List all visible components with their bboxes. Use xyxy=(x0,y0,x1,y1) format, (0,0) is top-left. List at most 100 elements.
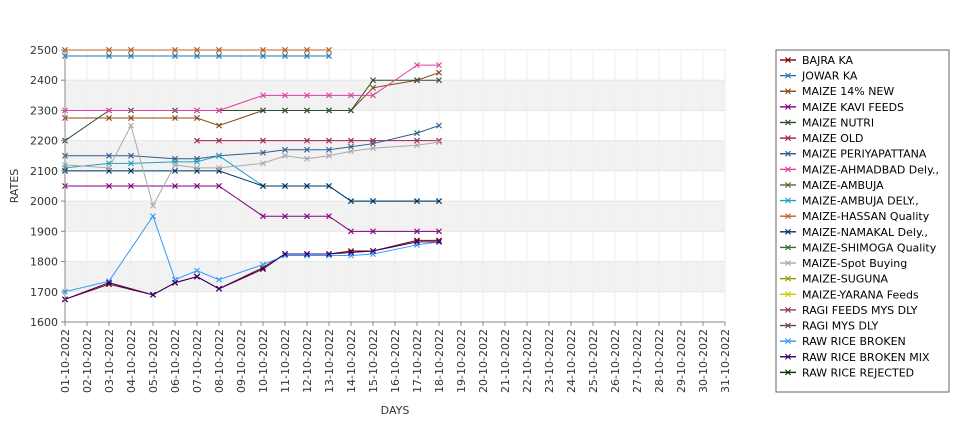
data-point xyxy=(436,69,442,76)
y-tick-label: 2400 xyxy=(30,74,58,87)
x-tick-label: 11-10-2022 xyxy=(279,329,292,393)
legend-entry: MAIZE-Spot Buying xyxy=(780,257,907,270)
legend-swatch-marker xyxy=(785,181,791,188)
data-point xyxy=(326,152,332,159)
data-point xyxy=(194,115,200,121)
data-point xyxy=(348,148,354,155)
data-point xyxy=(414,228,420,235)
data-point xyxy=(216,107,222,114)
data-point xyxy=(326,213,332,220)
data-point xyxy=(436,228,442,235)
data-point xyxy=(414,238,420,245)
data-point xyxy=(106,279,112,286)
data-point xyxy=(128,183,134,189)
data-point xyxy=(414,130,420,137)
data-point xyxy=(370,140,376,147)
grid-lines xyxy=(64,49,726,323)
legend-swatch-marker xyxy=(785,72,791,79)
data-point xyxy=(304,213,310,220)
legend-swatch-marker xyxy=(785,369,791,376)
legend-swatch-marker xyxy=(785,338,791,345)
series-19 xyxy=(62,238,442,303)
data-point xyxy=(348,143,354,150)
x-tick-label: 17-10-2022 xyxy=(411,329,424,393)
data-point xyxy=(194,164,200,171)
legend-swatch-marker xyxy=(785,275,791,282)
x-tick-label: 03-10-2022 xyxy=(103,329,116,393)
data-point xyxy=(282,213,288,220)
x-tick-label: 06-10-2022 xyxy=(169,329,182,393)
data-point xyxy=(194,107,200,114)
data-point xyxy=(348,249,354,256)
data-point xyxy=(370,247,376,254)
data-point xyxy=(348,137,354,144)
legend-label: MAIZE PERIYAPATTANA xyxy=(802,148,927,161)
legend-entry: MAIZE-HASSAN Quality xyxy=(780,210,930,223)
data-point xyxy=(194,158,200,165)
legend-swatch-marker xyxy=(785,135,791,142)
series-11 xyxy=(62,167,442,205)
data-point xyxy=(150,213,156,220)
legend-label: RAGI FEEDS MYS DLY xyxy=(802,304,918,317)
data-point xyxy=(172,279,178,286)
legend-entry: MAIZE-SUGUNA xyxy=(780,273,889,286)
data-point xyxy=(260,92,266,99)
legend-entry: MAIZE PERIYAPATTANA xyxy=(780,148,927,161)
data-point xyxy=(106,47,112,53)
x-tick-label: 05-10-2022 xyxy=(147,329,160,393)
data-point xyxy=(172,115,178,121)
legend-entry: JOWAR KA xyxy=(780,70,858,83)
legend-swatch-marker xyxy=(785,260,791,267)
data-point xyxy=(282,152,288,159)
x-tick-label: 01-10-2022 xyxy=(59,329,72,393)
legend-entry: RAGI FEEDS MYS DLY xyxy=(780,304,918,317)
series-line xyxy=(65,185,439,232)
data-point xyxy=(106,107,112,114)
legend-swatch-marker xyxy=(785,244,791,251)
data-point xyxy=(304,146,310,153)
legend-swatch-marker xyxy=(785,306,791,313)
legend: BAJRA KA JOWAR KA MAIZE 14% NEW MAIZE KAVI … xyxy=(775,49,950,393)
data-point xyxy=(172,167,178,174)
x-tick-label: 31-10-2022 xyxy=(719,329,732,393)
legend-swatch-marker xyxy=(785,119,791,126)
data-point xyxy=(304,92,310,99)
legend-label: MAIZE-NAMAKAL Dely., xyxy=(802,226,928,239)
series-line xyxy=(65,64,439,111)
data-point xyxy=(172,47,178,53)
legend-swatch-marker xyxy=(785,57,791,63)
data-point xyxy=(194,267,200,274)
data-point xyxy=(414,198,420,205)
data-point xyxy=(436,238,442,245)
data-point xyxy=(370,84,376,91)
data-point xyxy=(370,198,376,205)
data-point xyxy=(304,53,310,60)
legend-label: MAIZE OLD xyxy=(802,132,864,145)
legend-label: MAIZE 14% NEW xyxy=(802,85,894,98)
data-point xyxy=(348,228,354,235)
data-point xyxy=(128,152,134,159)
data-point xyxy=(370,77,376,84)
legend-entry: MAIZE-AMBUJA xyxy=(780,179,884,192)
data-point xyxy=(216,137,222,144)
y-tick-label: 1900 xyxy=(30,225,58,238)
data-point xyxy=(150,291,156,298)
data-point xyxy=(172,183,178,189)
legend-swatch-marker xyxy=(785,166,791,173)
x-tick-label: 19-10-2022 xyxy=(455,329,468,393)
y-tick-label: 2500 xyxy=(30,44,58,57)
legend-label: RAW RICE BROKEN MIX xyxy=(802,351,930,364)
legend-label: MAIZE NUTRI xyxy=(802,116,874,129)
legend-swatch-marker xyxy=(785,150,791,157)
x-tick-label: 18-10-2022 xyxy=(433,329,446,393)
data-point xyxy=(304,183,310,189)
data-point xyxy=(194,53,200,60)
data-point xyxy=(260,213,266,220)
data-point xyxy=(326,251,332,257)
x-tick-label: 29-10-2022 xyxy=(675,329,688,393)
legend-label: MAIZE-AMBUJA DELY., xyxy=(802,195,919,208)
data-point xyxy=(128,167,134,174)
series-5 xyxy=(194,137,442,144)
legend-entry: MAIZE-SHIMOGA Quality xyxy=(780,241,937,254)
data-point xyxy=(436,62,442,69)
